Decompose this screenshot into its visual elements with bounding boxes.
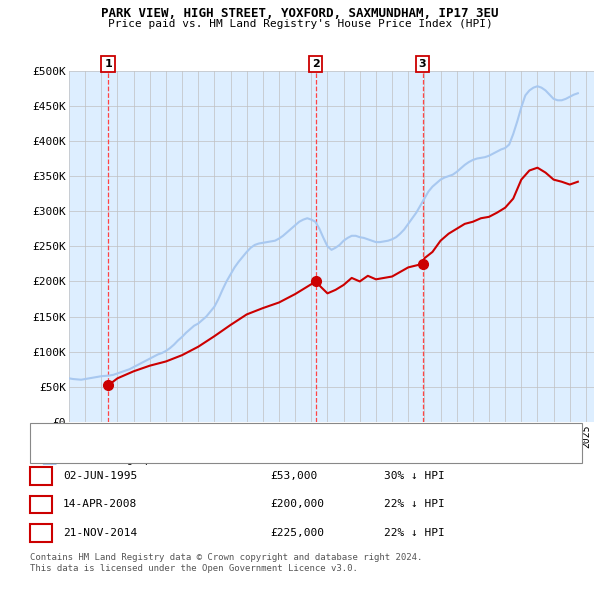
Text: 3: 3 — [37, 528, 44, 537]
Text: —: — — [41, 431, 56, 445]
Text: 22% ↓ HPI: 22% ↓ HPI — [384, 500, 445, 509]
Text: 21-NOV-2014: 21-NOV-2014 — [63, 528, 137, 537]
Text: This data is licensed under the Open Government Licence v3.0.: This data is licensed under the Open Gov… — [30, 565, 358, 573]
Text: 1: 1 — [104, 59, 112, 69]
Text: £200,000: £200,000 — [270, 500, 324, 509]
Text: £225,000: £225,000 — [270, 528, 324, 537]
Text: £53,000: £53,000 — [270, 471, 317, 481]
Text: 22% ↓ HPI: 22% ↓ HPI — [384, 528, 445, 537]
Text: PARK VIEW, HIGH STREET, YOXFORD, SAXMUNDHAM, IP17 3EU: PARK VIEW, HIGH STREET, YOXFORD, SAXMUND… — [101, 7, 499, 20]
Text: 02-JUN-1995: 02-JUN-1995 — [63, 471, 137, 481]
Text: PARK VIEW, HIGH STREET, YOXFORD, SAXMUNDHAM, IP17 3EU (detached house): PARK VIEW, HIGH STREET, YOXFORD, SAXMUND… — [67, 430, 487, 440]
Text: 14-APR-2008: 14-APR-2008 — [63, 500, 137, 509]
Text: 1: 1 — [37, 471, 44, 481]
Text: —: — — [41, 456, 56, 471]
Text: Contains HM Land Registry data © Crown copyright and database right 2024.: Contains HM Land Registry data © Crown c… — [30, 553, 422, 562]
Text: HPI: Average price, detached house, East Suffolk: HPI: Average price, detached house, East… — [67, 455, 355, 466]
Text: 2: 2 — [37, 500, 44, 509]
Text: Price paid vs. HM Land Registry's House Price Index (HPI): Price paid vs. HM Land Registry's House … — [107, 19, 493, 29]
Text: 30% ↓ HPI: 30% ↓ HPI — [384, 471, 445, 481]
Text: 2: 2 — [312, 59, 320, 69]
Text: 3: 3 — [419, 59, 427, 69]
